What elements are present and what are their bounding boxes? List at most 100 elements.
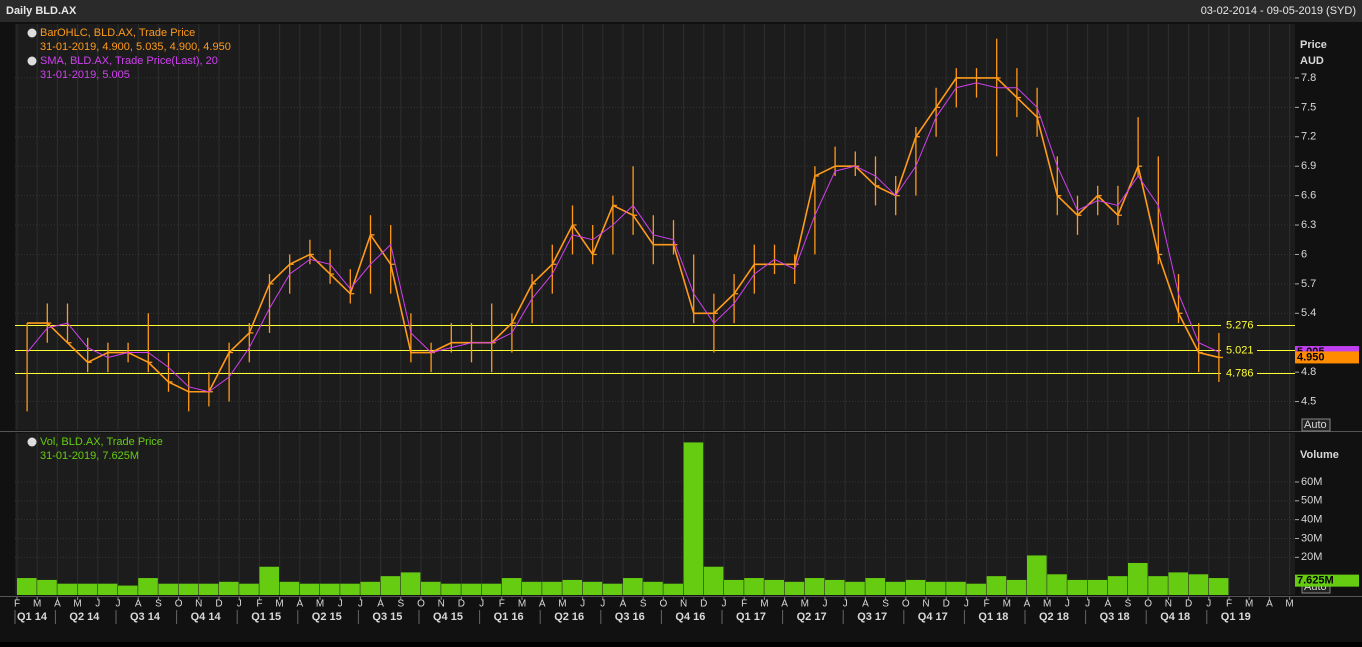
volume-bar [724,579,744,595]
volume-bar [441,583,461,595]
volume-bar [461,583,481,595]
volume-bar [562,579,582,595]
x-tick-label: O [417,599,425,610]
volume-bar [825,579,845,595]
quarter-label: Q2 16 [554,611,584,623]
x-tick-label: N [922,599,929,610]
quarter-label: Q3 18 [1100,611,1130,623]
x-tick-label: M [1285,599,1293,610]
y-axis-unit: AUD [1300,55,1324,67]
x-tick-label: A [296,599,303,610]
y-tick-label: 4.8 [1301,366,1316,378]
volume-bar [1027,555,1047,595]
volume-bar [1107,576,1128,595]
hline-label-bg [1221,367,1257,380]
legend-name: BarOHLC, BLD.AX, Trade Price [40,27,195,39]
x-tick-label: J [580,599,585,610]
quarter-label: Q4 17 [918,611,948,623]
y-tick-label: 6.3 [1301,219,1316,231]
x-tick-label: A [1024,599,1031,610]
y-tick-label: 20M [1301,551,1322,563]
volume-bar [219,581,239,595]
volume-bar [542,581,562,595]
y-tick-label: 6.9 [1301,160,1316,172]
x-tick-label: J [1065,599,1070,610]
legend-icon [27,437,37,447]
legend-detail: 31-01-2019, 7.625M [40,450,139,462]
volume-panel [15,433,1295,595]
volume-bar [1006,579,1027,595]
y-tick-label: 4.5 [1301,395,1316,407]
volume-bar [1148,576,1168,595]
volume-bar [340,583,360,595]
x-tick-label: M [316,599,324,610]
x-tick-label: A [135,599,142,610]
x-tick-label: J [843,599,848,610]
last-value-label: 4.950 [1297,351,1325,363]
x-tick-label: D [700,599,707,610]
y-tick-label: 60M [1301,476,1322,488]
legend-detail: 31-01-2019, 5.005 [40,69,130,81]
volume-bar [926,581,946,595]
x-tick-label: F [1226,599,1232,610]
volume-bar [320,583,340,595]
x-tick-label: J [237,599,242,610]
y-tick-label: 7.5 [1301,101,1316,113]
volume-bar [380,576,401,595]
legend-name: Vol, BLD.AX, Trade Price [40,436,163,448]
volume-bar [178,583,199,595]
volume-bar [97,583,118,595]
y-tick-label: 6.6 [1301,190,1316,202]
quarter-label: Q4 14 [191,611,222,623]
volume-bar [279,581,300,595]
x-tick-label: J [116,599,121,610]
y-tick-label: 50M [1301,495,1322,507]
x-tick-label: D [943,599,950,610]
x-tick-label: N [438,599,445,610]
volume-bar [138,578,158,595]
x-tick-label: J [95,599,100,610]
y-tick-label: 6 [1301,248,1307,260]
x-tick-label: N [1165,599,1172,610]
x-tick-label: J [964,599,969,610]
volume-bar [744,578,764,595]
quarter-label: Q1 17 [736,611,766,623]
x-tick-label: F [741,599,747,610]
volume-bar [946,581,966,595]
volume-bar [522,581,542,595]
y-tick-label: 7.2 [1301,131,1316,143]
legend-icon [27,28,37,38]
legend-detail: 31-01-2019, 4.900, 5.035, 4.900, 4.950 [40,41,231,53]
volume-bar [77,583,98,595]
x-tick-label: J [338,599,343,610]
volume-bar [623,578,643,595]
header-bar [0,0,1362,22]
volume-bar [602,583,623,595]
x-tick-label: M [73,599,81,610]
x-tick-label: D [215,599,222,610]
volume-bar [784,581,805,595]
x-tick-label: N [680,599,687,610]
x-tick-label: A [781,599,788,610]
x-tick-label: J [1085,599,1090,610]
quarter-label: Q1 15 [251,611,281,623]
y-axis-label: Price [1300,39,1327,51]
auto-button[interactable]: Auto [1304,419,1327,431]
quarter-label: Q4 16 [675,611,705,623]
x-tick-label: M [1003,599,1011,610]
y-tick-label: 7.8 [1301,72,1316,84]
x-tick-label: D [458,599,465,610]
auto-button-box [1301,418,1331,432]
x-tick-label: M [801,599,809,610]
volume-bar [582,581,603,595]
volume-bar [17,578,37,595]
quarter-label: Q1 19 [1221,611,1251,623]
x-tick-label: A [54,599,61,610]
volume-bar [643,581,663,595]
hline-label-bg [1221,319,1257,332]
x-tick-label: A [539,599,546,610]
quarter-label: Q1 16 [494,611,524,623]
quarter-label: Q2 15 [312,611,342,623]
volume-bar [865,578,885,595]
